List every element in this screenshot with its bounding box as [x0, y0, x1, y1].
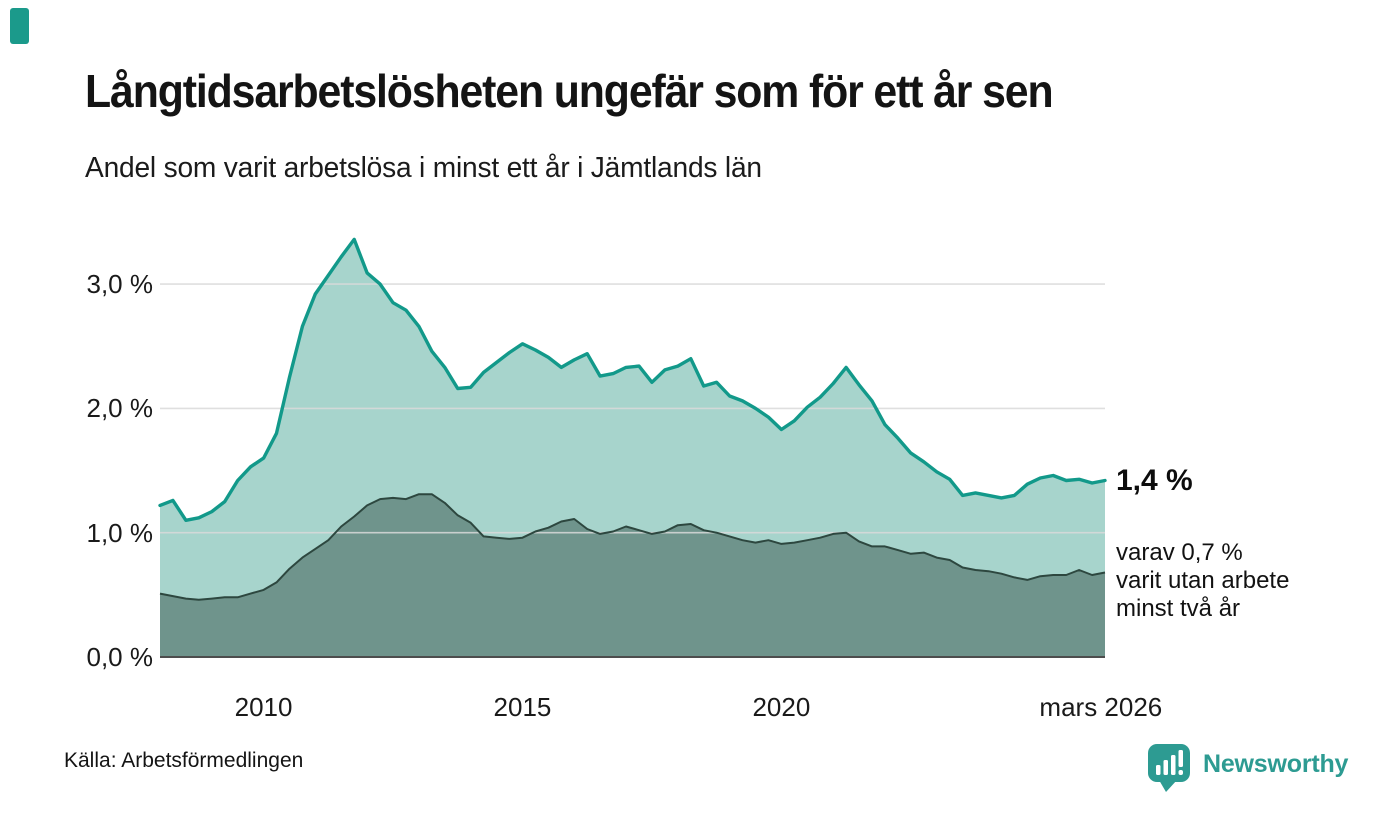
- y-axis-label: 3,0 %: [86, 269, 154, 300]
- x-axis-label: 2015: [493, 692, 552, 722]
- line-one-year: [158, 237, 1107, 522]
- x-axis-label: 2020: [752, 692, 811, 722]
- bar-icon: [1171, 755, 1176, 775]
- chart-subtitle: Andel som varit arbetslösa i minst ett å…: [85, 152, 762, 184]
- callout-note: varav 0,7 % varit utan arbete minst två …: [1116, 539, 1289, 623]
- x-axis-label: 2010: [234, 692, 293, 722]
- newsworthy-wordmark: Newsworthy: [1203, 750, 1349, 778]
- callout-note-line: minst två år: [1116, 595, 1241, 622]
- bar-icon: [1156, 765, 1161, 775]
- newsworthy-logo: Newsworthy: [1147, 743, 1348, 793]
- y-axis-label: 0,0 %: [86, 642, 154, 672]
- callout-note-line: varav 0,7 %: [1116, 539, 1243, 566]
- chart-title: Långtidsarbetslösheten ungefär som för e…: [85, 65, 1054, 117]
- y-axis-label: 2,0 %: [86, 393, 154, 424]
- callout-note-line: varit utan arbete: [1116, 567, 1290, 594]
- exclamation-dot: [1178, 770, 1183, 775]
- y-axis-label: 1,0 %: [86, 517, 154, 548]
- area-fill-two-year: [160, 494, 1105, 657]
- accent-mark: [10, 8, 29, 44]
- bar-icon: [1163, 760, 1168, 775]
- source-note: Källa: Arbetsförmedlingen: [64, 749, 304, 772]
- newsworthy-logo-icon: [1148, 744, 1190, 792]
- line-two-year: [159, 493, 1106, 601]
- value-callout: 1,4 %: [1116, 464, 1193, 497]
- x-axis-label: mars 2026: [1039, 692, 1163, 722]
- exclamation-icon: [1178, 750, 1183, 767]
